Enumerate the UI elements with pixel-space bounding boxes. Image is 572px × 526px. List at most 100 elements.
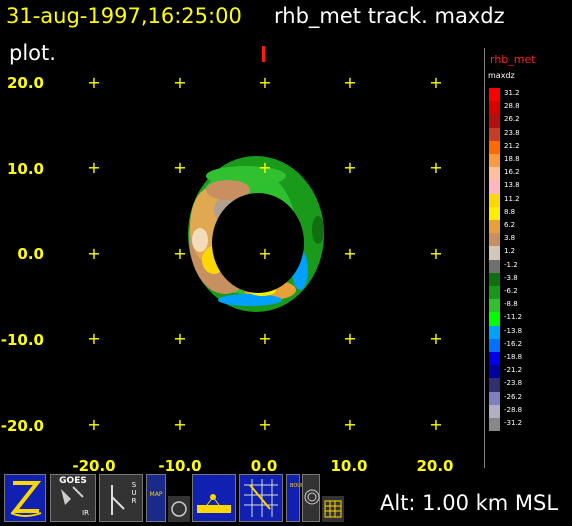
legend-level-label: -21.2 bbox=[504, 366, 523, 375]
legend-swatch bbox=[489, 378, 500, 392]
legend-level-label: -3.8 bbox=[504, 273, 518, 282]
y-tick-label: 20.0 bbox=[6, 74, 44, 92]
x-tick-label: -10.0 bbox=[158, 457, 202, 475]
grid-plus-marker: + bbox=[258, 73, 272, 92]
grid-plus-marker: + bbox=[258, 244, 272, 263]
bounds-label: BOUNDS bbox=[290, 483, 312, 489]
zoom-icon bbox=[10, 481, 42, 517]
grid-plus-marker: + bbox=[429, 329, 443, 348]
radar-echo-ring bbox=[188, 156, 324, 312]
grid-plus-marker: + bbox=[173, 415, 187, 434]
grid-plus-marker: + bbox=[429, 158, 443, 177]
map-button[interactable]: MAP bbox=[146, 474, 166, 522]
legend-swatch bbox=[489, 193, 500, 207]
x-tick-label: -20.0 bbox=[72, 457, 116, 475]
x-tick-label: 10.0 bbox=[330, 457, 368, 475]
goes-ir-button[interactable]: GOES IR bbox=[50, 474, 96, 522]
map-label: MAP bbox=[149, 491, 163, 498]
grid-plus-marker: + bbox=[343, 158, 357, 177]
legend-level-label: -1.2 bbox=[504, 260, 518, 269]
legend-level-label: 28.8 bbox=[504, 102, 520, 111]
legend-level-label: 8.8 bbox=[504, 207, 516, 216]
north-marker bbox=[262, 46, 265, 62]
y-tick-label: 0.0 bbox=[17, 245, 44, 263]
legend-level-label: 18.8 bbox=[504, 155, 520, 163]
sur-label: S U R bbox=[131, 481, 137, 505]
legend-swatch bbox=[489, 167, 500, 181]
table-button[interactable] bbox=[322, 496, 344, 522]
legend-level-label: -13.8 bbox=[504, 326, 523, 335]
grid-plus-marker: + bbox=[258, 329, 272, 348]
legend-swatch bbox=[489, 286, 500, 300]
legend-level-label: 16.2 bbox=[504, 168, 520, 177]
legend-level-label: -16.2 bbox=[504, 339, 523, 348]
x-tick-label: 0.0 bbox=[250, 457, 278, 475]
legend-level-label: -31.2 bbox=[504, 419, 523, 427]
product-title-line2: plot. bbox=[9, 41, 56, 65]
legend-swatch bbox=[489, 101, 500, 115]
legend-swatch bbox=[489, 180, 500, 194]
legend-level-label: 23.8 bbox=[504, 128, 520, 137]
product-title: rhb_met track. maxdz bbox=[274, 4, 505, 28]
grid-plus-marker: + bbox=[87, 329, 101, 348]
legend-swatch bbox=[489, 272, 500, 286]
legend-swatch bbox=[489, 365, 500, 379]
legend-swatch bbox=[489, 206, 500, 220]
concentric-rings-icon bbox=[304, 489, 320, 505]
legend-swatch bbox=[489, 259, 500, 273]
grid-plus-marker: + bbox=[343, 73, 357, 92]
ir-label: IR bbox=[82, 509, 89, 517]
altitude-readout: Alt: 1.00 km MSL bbox=[380, 491, 559, 515]
grid-plus-marker: + bbox=[173, 158, 187, 177]
legend-swatch bbox=[489, 338, 500, 352]
grid-plus-marker: + bbox=[87, 244, 101, 263]
legend-level-label: 26.2 bbox=[504, 115, 520, 124]
table-grid-icon bbox=[324, 500, 342, 518]
legend-level-label: -18.8 bbox=[504, 353, 523, 361]
grid-plus-marker: + bbox=[87, 415, 101, 434]
legend-level-label: 31.2 bbox=[504, 89, 520, 97]
grid-plus-marker: + bbox=[429, 244, 443, 263]
legend-level-label: 21.2 bbox=[504, 141, 520, 150]
grid-plus-marker: + bbox=[87, 73, 101, 92]
y-tick-label: -10.0 bbox=[0, 331, 44, 349]
legend-level-label: -23.8 bbox=[504, 379, 523, 388]
track-grid-icon bbox=[244, 479, 278, 517]
zoom-button[interactable] bbox=[4, 474, 46, 522]
grid-plus-marker: + bbox=[258, 158, 272, 177]
legend-swatch bbox=[489, 391, 500, 405]
surface-button[interactable]: S U R bbox=[99, 474, 143, 522]
legend-title: rhb_met bbox=[490, 53, 536, 66]
legend-level-label: -6.2 bbox=[504, 287, 518, 295]
y-tick-label: -20.0 bbox=[0, 417, 44, 435]
grid-plus-marker: + bbox=[429, 73, 443, 92]
grid-overlay-button[interactable] bbox=[239, 474, 283, 522]
legend-swatch bbox=[489, 154, 500, 168]
legend-swatch bbox=[489, 114, 500, 128]
legend-swatch bbox=[489, 404, 500, 418]
legend-level-label: -26.2 bbox=[504, 392, 523, 401]
bounds-button[interactable]: BOUNDS bbox=[286, 474, 312, 522]
legend-level-label: 11.2 bbox=[504, 194, 520, 203]
circle-icon bbox=[171, 501, 187, 517]
range-rings-button[interactable] bbox=[168, 496, 190, 522]
profile-icon bbox=[197, 494, 231, 513]
grid-plus-marker: + bbox=[343, 244, 357, 263]
grid-plus-marker: + bbox=[173, 244, 187, 263]
legend-level-label: -11.2 bbox=[504, 313, 523, 322]
datetime-label: 31-aug-1997,16:25:00 bbox=[6, 4, 242, 28]
legend-level-label: 3.8 bbox=[504, 234, 516, 243]
x-tick-label: 20.0 bbox=[416, 457, 454, 475]
legend-field: maxdz bbox=[488, 71, 515, 80]
grid-plus-marker: + bbox=[87, 158, 101, 177]
legend-level-label: -28.8 bbox=[504, 405, 523, 414]
legend-swatch bbox=[489, 299, 500, 313]
y-tick-label: 10.0 bbox=[6, 160, 44, 178]
profile-button[interactable] bbox=[192, 474, 236, 522]
legend-level-label: 1.2 bbox=[504, 247, 516, 256]
grid-plus-marker: + bbox=[173, 329, 187, 348]
legend-swatch bbox=[489, 233, 500, 247]
satellite-icon bbox=[61, 486, 84, 505]
rings-overlay-button[interactable] bbox=[302, 474, 320, 522]
